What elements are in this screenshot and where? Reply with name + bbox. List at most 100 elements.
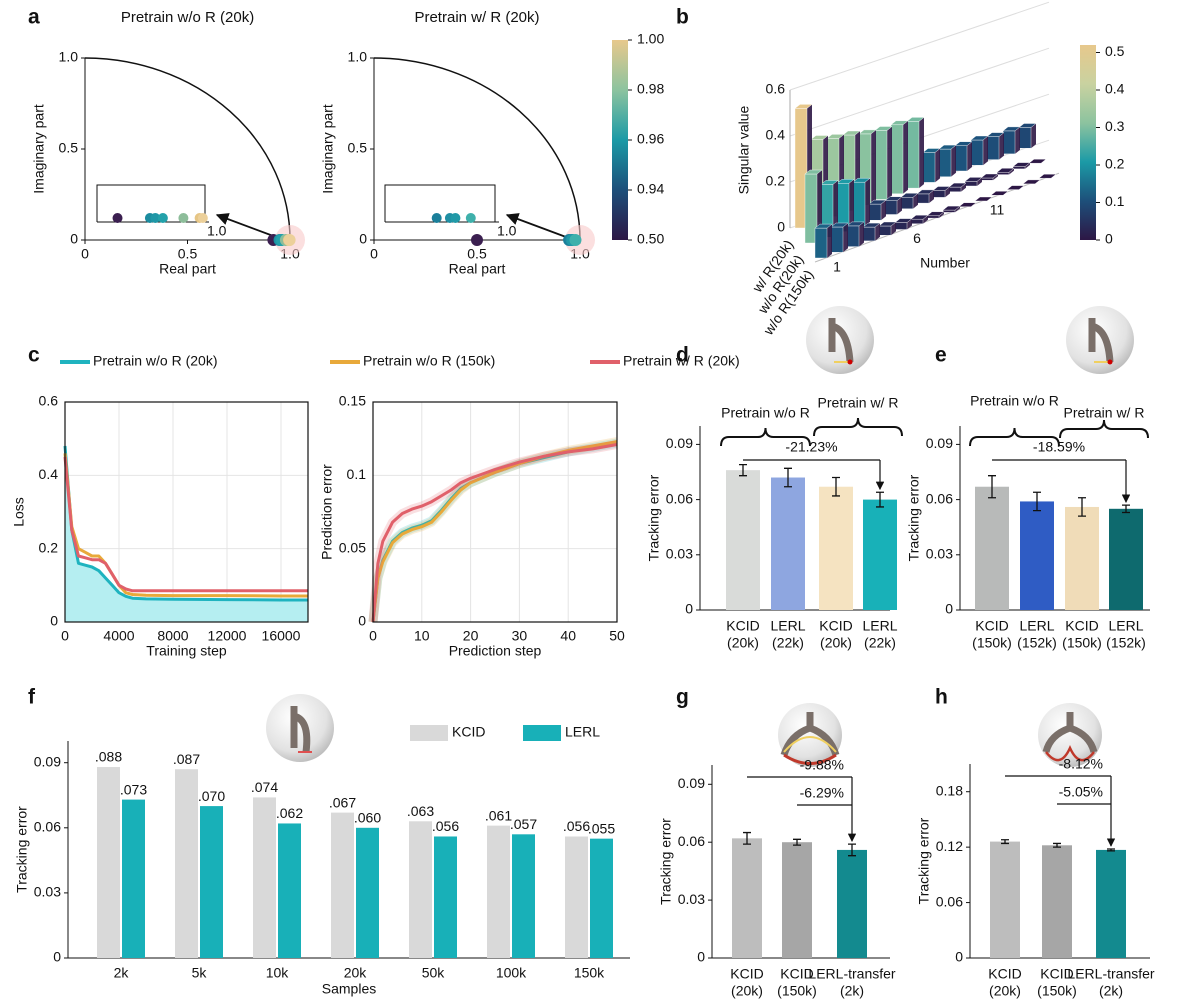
bar-top <box>894 218 913 223</box>
bar-side <box>955 206 960 213</box>
bar-side <box>1025 162 1030 169</box>
y-tick-label: 0.03 <box>678 891 705 907</box>
error-bar <box>1107 848 1115 852</box>
bar <box>862 226 876 242</box>
bar <box>980 177 994 181</box>
y-tick-label: 0.18 <box>936 782 963 798</box>
x-tick-label: 40 <box>560 628 576 644</box>
colorbar <box>1080 45 1096 240</box>
eigenvalue-point <box>569 234 582 246</box>
eigenvalue-point <box>283 234 296 246</box>
x-axis-label: Real part <box>449 261 506 277</box>
bar-top <box>948 182 967 188</box>
line <box>371 443 618 623</box>
bar <box>1002 130 1016 155</box>
bar <box>819 486 853 610</box>
bar <box>331 812 354 958</box>
chart-title: Pretrain w/ R (20k) <box>414 9 539 26</box>
inset-point <box>197 213 208 223</box>
grid-line <box>789 47 1050 137</box>
bar <box>878 225 892 236</box>
bar-top <box>986 132 1005 137</box>
bar-top <box>1012 162 1031 167</box>
group-brace <box>720 427 811 447</box>
bar <box>1018 127 1032 149</box>
bar <box>175 769 198 958</box>
bar-top <box>990 191 1009 196</box>
bar <box>122 799 145 958</box>
bar-side <box>865 178 870 226</box>
bar-side <box>1015 126 1020 154</box>
value-label: .055 <box>588 820 615 836</box>
bar <box>434 836 457 958</box>
bar <box>954 145 968 172</box>
x-tick-label: KCID <box>988 966 1021 982</box>
bar-side <box>913 193 918 209</box>
x-tick-label: 0 <box>61 628 69 644</box>
bar <box>868 203 882 221</box>
legend-label: Pretrain w/ R (20k) <box>623 353 740 369</box>
bar-top <box>868 199 887 205</box>
x-tick-label: 2k <box>114 965 130 981</box>
area <box>65 446 308 622</box>
legend-swatch <box>410 725 448 741</box>
bar-side <box>849 179 854 232</box>
bar-side <box>951 145 956 177</box>
bar <box>852 181 866 227</box>
robot-icon <box>1066 306 1134 374</box>
bar-top <box>980 173 999 179</box>
x-axis-label: Number <box>920 255 970 271</box>
x-tick-label: 50 <box>609 628 625 644</box>
bar <box>1012 166 1026 170</box>
error-bar <box>793 838 801 846</box>
bar <box>990 841 1020 958</box>
robot-icon <box>806 306 874 374</box>
inset-point <box>112 213 123 223</box>
y-tick-label: 1.0 <box>59 49 79 65</box>
bar <box>356 827 379 958</box>
bar-top <box>862 222 881 228</box>
bar-top <box>1002 126 1021 132</box>
bar-side <box>897 196 902 215</box>
bar <box>830 226 844 253</box>
x-tick-label: (152k) <box>1017 635 1057 651</box>
x-tick-label: 8000 <box>157 628 188 644</box>
y-tick-label: 0 <box>358 613 366 629</box>
comparison-label: -18.59% <box>1033 439 1085 455</box>
bar <box>565 836 588 958</box>
line <box>63 456 308 593</box>
x-tick-label: 150k <box>574 965 605 981</box>
x-tick-label: 0.5 <box>467 246 487 262</box>
x-tick-label: KCID <box>819 618 852 634</box>
bar-top <box>910 214 929 220</box>
arrow <box>215 213 277 238</box>
line <box>63 445 308 602</box>
colorbar-tick-label: 0.3 <box>1105 118 1125 134</box>
y-tick-label: 0.05 <box>339 539 366 555</box>
y-tick-label: 0 <box>50 613 58 629</box>
bar <box>200 806 223 958</box>
y-axis-label: Prediction error <box>319 464 335 560</box>
x-tick-label: LERL <box>1019 618 1054 634</box>
robot-icon <box>778 703 842 767</box>
bar <box>970 139 984 166</box>
x-tick-label: 0 <box>369 628 377 644</box>
y-axis-label: Singular value <box>736 105 752 194</box>
arrow <box>505 213 567 238</box>
y-tick-label: 0.15 <box>339 393 366 409</box>
colorbar-tick-label: 1.00 <box>637 31 664 47</box>
bar-top <box>922 148 941 153</box>
robot-icon <box>1038 703 1102 767</box>
error-bar <box>1033 491 1041 512</box>
x-tick-label: 11 <box>990 202 1005 218</box>
bar <box>512 834 535 958</box>
x-tick-label: LERL <box>1108 618 1143 634</box>
legend-label: LERL <box>565 724 600 740</box>
y-tick-label: 0 <box>697 949 705 965</box>
y-tick-label: 0.06 <box>936 893 963 909</box>
error-bar <box>1001 839 1009 845</box>
inset-point <box>450 213 461 223</box>
bar <box>846 225 860 247</box>
group-label: Pretrain w/ R <box>818 395 899 411</box>
panel-letter: g <box>676 686 689 709</box>
